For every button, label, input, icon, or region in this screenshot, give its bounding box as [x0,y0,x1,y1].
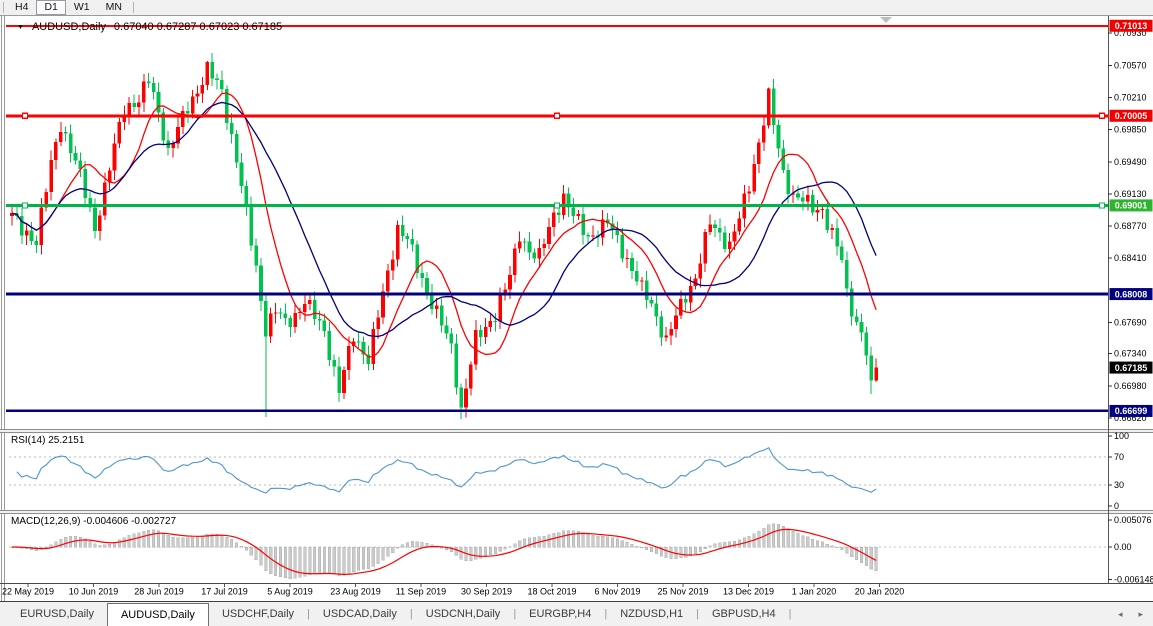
svg-text:25 Nov 2019: 25 Nov 2019 [657,587,708,597]
svg-text:0.69850: 0.69850 [1114,125,1147,135]
svg-text:0.70005: 0.70005 [1115,111,1148,121]
price-badge [1109,199,1153,212]
tab-scroll-right-icon[interactable]: ▸ [1138,609,1143,619]
svg-text:0.005076: 0.005076 [1114,515,1152,525]
svg-text:10 Jun 2019: 10 Jun 2019 [69,587,119,597]
tab-separator: | [409,608,413,620]
svg-text:-0.006148: -0.006148 [1114,575,1153,585]
rsi-indicator-label: RSI(14) 25.2151 [11,435,85,446]
svg-text:0.68008: 0.68008 [1115,289,1148,299]
svg-text:0: 0 [1114,501,1119,511]
svg-text:13 Dec 2019: 13 Dec 2019 [723,587,774,597]
macd-histogram [10,523,878,579]
svg-text:30 Sep 2019: 30 Sep 2019 [461,587,512,597]
svg-text:0.69490: 0.69490 [1114,157,1147,167]
svg-text:0.69001: 0.69001 [1115,201,1148,211]
svg-text:5 Aug 2019: 5 Aug 2019 [267,587,313,597]
svg-text:28 Jun 2019: 28 Jun 2019 [134,587,184,597]
svg-text:23 Aug 2019: 23 Aug 2019 [330,587,381,597]
ma-10-line [11,92,877,358]
price-badge [1109,19,1153,32]
svg-text:0.66699: 0.66699 [1115,406,1148,416]
svg-text:0.68770: 0.68770 [1114,221,1147,231]
tab-eurusd-daily[interactable]: EURUSD,Daily [20,608,94,620]
timeframe-button-mn[interactable]: MN [105,1,122,13]
price-badge [1109,361,1153,374]
svg-text:100: 100 [1114,431,1129,441]
chart-tabs-bar: EURUSD,Daily AUDUSD,Daily USDCHF,Daily |… [0,601,1153,626]
chart-title: ▼ AUDUSD,Daily 0.67040 0.67287 0.67023 0… [17,21,282,33]
rsi-line [16,446,877,494]
macd-indicator-label: MACD(12,26,9) -0.004606 -0.002727 [11,516,177,527]
toolbar-separator [3,2,4,13]
macd-signal-line [11,528,877,575]
ma-20-line [11,101,877,338]
svg-text:0.70210: 0.70210 [1114,92,1147,102]
timeframe-button-d1[interactable]: D1 [36,0,66,15]
svg-text:0.67185: 0.67185 [1115,363,1148,373]
svg-text:0.68410: 0.68410 [1114,253,1147,263]
price-badge [1109,288,1153,301]
svg-text:22 May 2019: 22 May 2019 [2,587,54,597]
timeframe-toolbar: H4 D1 W1 MN [0,0,1153,15]
price-badge [1109,404,1153,417]
svg-text:0.66620: 0.66620 [1114,413,1147,423]
svg-text:0.70570: 0.70570 [1114,60,1147,70]
svg-text:0.70930: 0.70930 [1114,28,1147,38]
tab-separator: | [307,608,310,620]
symbol-dropdown-icon[interactable]: ▼ [17,23,24,31]
horizontal-levels-layer [6,24,1108,413]
tab-audusd-daily[interactable]: AUDUSD,Daily [106,603,209,626]
svg-text:0.66980: 0.66980 [1114,381,1147,391]
chart-shift-marker [880,17,892,23]
toolbar-separator [132,2,134,13]
tab-nzdusd-h1[interactable]: NZDUSD,H1 [620,608,684,620]
svg-text:0.67690: 0.67690 [1114,317,1147,327]
tab-usdcnh-daily[interactable]: USDCNH,Daily [425,608,501,620]
chart-quote-line: 0.67040 0.67287 0.67023 0.67185 [113,21,283,33]
tab-gbpusd-h4[interactable]: GBPUSD,H4 [712,608,776,620]
svg-text:18 Oct 2019: 18 Oct 2019 [527,587,576,597]
svg-text:6 Nov 2019: 6 Nov 2019 [594,587,640,597]
svg-text:20 Jan 2020: 20 Jan 2020 [855,587,905,597]
tab-usdchf-daily[interactable]: USDCHF,Daily [221,608,295,620]
svg-text:17 Jul 2019: 17 Jul 2019 [201,587,248,597]
tab-scroll-arrows: ◂ ▸ [1118,609,1143,620]
tab-scroll-left-icon[interactable]: ◂ [1117,609,1123,619]
svg-text:70: 70 [1114,452,1124,462]
tab-separator: | [696,608,699,620]
timeframe-button-h4[interactable]: H4 [15,1,29,13]
svg-text:0.00: 0.00 [1114,542,1132,552]
svg-text:30: 30 [1114,480,1124,490]
date-axis: 22 May 2019 10 Jun 2019 28 Jun 2019 17 Jul … [2,584,904,597]
svg-text:0.71013: 0.71013 [1115,21,1148,31]
tab-usdcad-daily[interactable]: USDCAD,Daily [322,608,397,620]
tab-separator: | [604,608,608,620]
svg-text:11 Sep 2019: 11 Sep 2019 [396,587,446,597]
svg-text:0.69130: 0.69130 [1114,189,1147,199]
chart-symbol-label: AUDUSD,Daily [31,21,106,33]
price-badge [1109,109,1153,122]
tab-separator: | [513,608,517,620]
price-axis: 0.70930 0.70570 0.70210 0.69850 0.69490 0.691… [1108,19,1153,585]
svg-text:0.67340: 0.67340 [1114,349,1147,359]
tab-eurgbp-h4[interactable]: EURGBP,H4 [529,608,592,620]
tab-separator: | [788,608,792,620]
timeframe-button-w1[interactable]: W1 [73,1,90,13]
window-borders [0,15,1153,601]
svg-text:1 Jan 2020: 1 Jan 2020 [792,587,837,597]
